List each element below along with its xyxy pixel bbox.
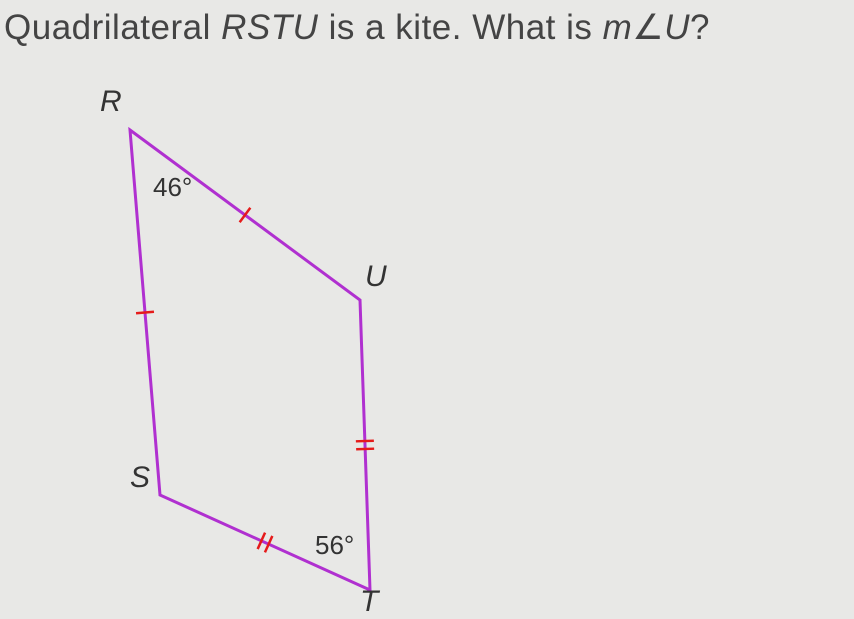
vertex-R: R <box>100 85 122 119</box>
vertex-T: T <box>360 585 378 619</box>
kite-diagram: R U T S 46° 56° <box>60 85 460 605</box>
angle-vertex: U <box>664 8 690 47</box>
vertex-S: S <box>130 461 150 495</box>
shape-name: RSTU <box>221 8 318 47</box>
angle-symbol: ∠ <box>632 8 664 47</box>
vertex-U: U <box>365 260 387 294</box>
question-text: Quadrilateral RSTU is a kite. What is m∠… <box>4 8 710 48</box>
question-middle: is a kite. What is <box>318 8 602 47</box>
measure-prefix: m <box>603 8 633 47</box>
question-suffix: ? <box>690 8 710 47</box>
angle-R: 46° <box>153 172 192 203</box>
question-prefix: Quadrilateral <box>4 8 221 47</box>
angle-T: 56° <box>315 530 354 561</box>
kite-svg <box>60 85 460 605</box>
